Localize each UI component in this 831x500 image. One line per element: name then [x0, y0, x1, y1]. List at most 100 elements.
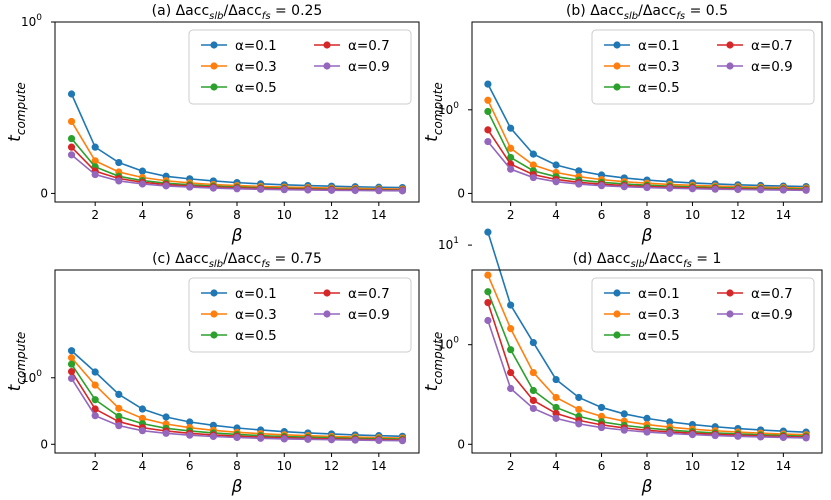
y-tick-base: 10 — [21, 371, 36, 385]
data-point-c-3-1 — [91, 405, 99, 413]
data-point-a-4-2 — [115, 177, 123, 185]
data-point-c-0-6 — [209, 421, 217, 429]
legend-box — [188, 29, 412, 105]
data-point-c-0-1 — [91, 368, 99, 376]
data-point-a-1-0 — [67, 117, 76, 126]
legend-label: α=0.9 — [348, 59, 390, 75]
x-axis-label: β — [231, 477, 243, 497]
data-point-b-4-0 — [484, 137, 492, 146]
data-point-a-4-5 — [186, 183, 194, 191]
y-label-subscript: compute — [431, 332, 445, 385]
data-point-c-4-0 — [67, 374, 76, 383]
data-point-b-4-13 — [779, 186, 787, 194]
x-tick-label: 2 — [507, 208, 515, 222]
y-axis-label: tcompute — [422, 82, 445, 142]
legend-swatch-marker — [613, 289, 621, 297]
data-point-b-4-4 — [575, 180, 583, 188]
data-point-a-4-8 — [257, 185, 265, 193]
data-point-d-3-2 — [529, 396, 537, 405]
data-point-c-4-13 — [375, 436, 383, 445]
legend: α=0.1 α=0.3 α=0.5 α=0.7 α=0.9 — [188, 29, 412, 105]
legend-swatch-marker — [613, 62, 621, 70]
legend-label: α=0.3 — [235, 307, 277, 323]
data-point-b-1-2 — [529, 161, 537, 169]
data-point-a-4-10 — [304, 186, 312, 194]
data-point-d-4-14 — [802, 434, 810, 442]
title-part: (a) Δacc — [152, 3, 210, 19]
x-tick-label: 8 — [233, 208, 241, 222]
data-point-a-4-3 — [138, 180, 147, 188]
x-tick-label: 10 — [685, 208, 700, 222]
x-tick-label: 4 — [552, 459, 560, 473]
data-point-b-4-11 — [734, 185, 742, 194]
data-point-a-1-1 — [91, 157, 99, 165]
y-tick-label: 0 — [40, 186, 48, 200]
y-label-main: t — [422, 134, 442, 142]
data-point-d-0-0 — [484, 228, 492, 236]
legend: α=0.1 α=0.3 α=0.5 α=0.7 α=0.9 — [591, 29, 815, 105]
data-point-a-2-0 — [67, 134, 76, 143]
legend-label: α=0.1 — [235, 38, 277, 54]
data-point-d-2-1 — [507, 346, 515, 354]
title-subscript: fs — [262, 11, 271, 22]
data-point-d-1-3 — [552, 393, 560, 402]
panel-title: (b) Δaccslb/Δaccfs = 0.5 — [566, 3, 728, 22]
data-point-b-1-1 — [507, 144, 515, 152]
data-point-b-4-1 — [507, 165, 515, 173]
y-tick-label: 100 — [21, 13, 42, 29]
data-point-d-1-4 — [575, 405, 583, 414]
y-label-main: t — [5, 134, 25, 142]
data-point-c-4-3 — [138, 427, 147, 435]
y-tick-base: 10 — [21, 15, 36, 29]
legend: α=0.1 α=0.3 α=0.5 α=0.7 α=0.9 — [591, 277, 815, 353]
data-point-c-0-2 — [115, 390, 123, 398]
title-part: /Δacc — [224, 3, 262, 19]
y-tick-exponent: 0 — [36, 369, 42, 379]
y-label-subscript: compute — [14, 82, 28, 135]
y-tick-label: 0 — [457, 186, 465, 200]
legend-box — [591, 29, 815, 105]
title-part: (d) Δacc — [573, 251, 631, 267]
y-tick-base: 10 — [438, 338, 453, 352]
y-tick-exponent: 0 — [36, 13, 42, 23]
data-point-b-4-5 — [597, 182, 606, 190]
data-point-d-4-5 — [597, 423, 606, 432]
legend-label: α=0.1 — [638, 286, 680, 302]
y-tick-label: 101 — [438, 236, 459, 252]
x-tick-label: 10 — [277, 459, 292, 473]
data-point-b-2-0 — [484, 107, 492, 116]
title-subscript: slb — [209, 11, 223, 22]
x-tick-label: 6 — [598, 208, 606, 222]
x-tick-label: 10 — [277, 208, 292, 222]
data-point-d-0-3 — [552, 375, 560, 384]
data-point-d-2-0 — [484, 288, 492, 296]
data-point-c-2-2 — [115, 412, 123, 420]
data-point-b-4-7 — [643, 183, 651, 192]
x-tick-label: 14 — [776, 459, 791, 473]
data-point-b-4-12 — [757, 186, 765, 194]
data-point-d-0-6 — [620, 410, 628, 418]
data-point-a-4-13 — [375, 187, 383, 195]
data-point-d-4-8 — [666, 429, 674, 438]
y-tick-base: 10 — [438, 103, 453, 117]
legend-swatch-marker — [323, 310, 331, 318]
data-point-d-0-7 — [643, 414, 651, 422]
x-tick-label: 6 — [186, 208, 194, 222]
data-point-d-4-9 — [688, 431, 697, 439]
data-point-d-2-2 — [529, 386, 537, 395]
x-tick-label: 4 — [139, 208, 147, 222]
x-tick-label: 8 — [643, 459, 651, 473]
legend-swatch-marker — [726, 62, 734, 70]
data-point-d-0-5 — [597, 403, 606, 412]
y-tick-base: 10 — [438, 238, 453, 252]
data-point-c-2-0 — [67, 360, 76, 368]
data-point-a-0-1 — [91, 143, 99, 151]
data-point-a-4-0 — [67, 151, 76, 159]
y-label-main: t — [422, 383, 442, 391]
legend-box — [188, 277, 412, 353]
x-tick-label: 4 — [139, 459, 147, 473]
